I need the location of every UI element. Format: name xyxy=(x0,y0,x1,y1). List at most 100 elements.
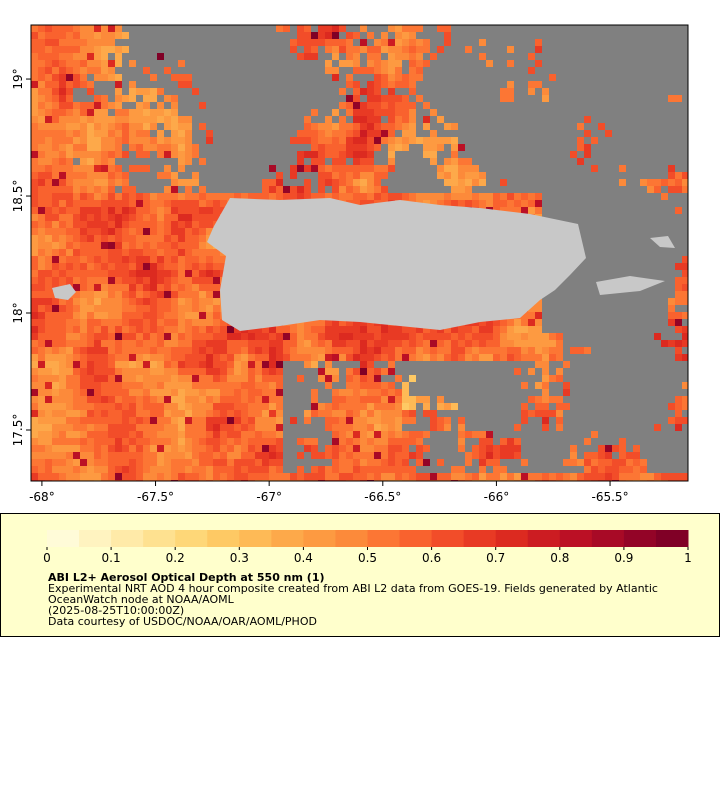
aod-cell xyxy=(87,361,94,368)
aod-cell xyxy=(45,242,52,249)
aod-cell xyxy=(297,25,304,32)
aod-cell xyxy=(59,354,66,361)
aod-cell xyxy=(129,123,136,130)
aod-cell xyxy=(388,361,395,368)
aod-cell xyxy=(129,284,136,291)
aod-cell xyxy=(332,186,339,193)
aod-cell xyxy=(409,144,416,151)
aod-cell xyxy=(472,116,479,123)
aod-cell xyxy=(276,102,283,109)
aod-cell xyxy=(682,298,688,305)
aod-cell xyxy=(465,172,472,179)
aod-cell xyxy=(122,179,129,186)
aod-cell xyxy=(640,235,647,242)
aod-cell xyxy=(185,242,192,249)
aod-cell xyxy=(255,151,262,158)
aod-cell xyxy=(479,200,486,207)
aod-cell xyxy=(444,130,451,137)
aod-cell xyxy=(38,130,45,137)
aod-cell xyxy=(353,193,360,200)
aod-cell xyxy=(185,305,192,312)
aod-cell xyxy=(591,263,598,270)
aod-cell xyxy=(185,319,192,326)
aod-cell xyxy=(87,130,94,137)
aod-cell xyxy=(31,263,38,270)
aod-cell xyxy=(38,158,45,165)
aod-cell xyxy=(283,74,290,81)
aod-cell xyxy=(598,39,605,46)
aod-cell xyxy=(332,67,339,74)
aod-cell xyxy=(241,179,248,186)
aod-cell xyxy=(262,137,269,144)
aod-cell xyxy=(416,158,423,165)
aod-cell xyxy=(297,32,304,39)
aod-cell xyxy=(318,116,325,123)
aod-cell xyxy=(374,340,381,347)
aod-cell xyxy=(514,109,521,116)
aod-cell xyxy=(374,179,381,186)
aod-cell xyxy=(570,165,577,172)
aod-cell xyxy=(269,326,276,333)
aod-cell xyxy=(612,214,619,221)
aod-cell xyxy=(381,368,388,375)
aod-cell xyxy=(143,214,150,221)
aod-cell xyxy=(500,123,507,130)
aod-cell xyxy=(570,151,577,158)
aod-cell xyxy=(73,347,80,354)
aod-cell xyxy=(276,361,283,368)
aod-cell xyxy=(304,382,311,389)
aod-cell xyxy=(52,60,59,67)
aod-cell xyxy=(416,46,423,53)
aod-cell xyxy=(682,284,688,291)
aod-cell xyxy=(66,382,73,389)
aod-cell xyxy=(227,389,234,396)
aod-cell xyxy=(178,368,185,375)
aod-cell xyxy=(647,130,654,137)
aod-cell xyxy=(332,165,339,172)
aod-cell xyxy=(556,326,563,333)
aod-cell xyxy=(87,347,94,354)
aod-cell xyxy=(472,193,479,200)
aod-cell xyxy=(52,95,59,102)
aod-cell xyxy=(192,109,199,116)
aod-cell xyxy=(437,179,444,186)
aod-cell xyxy=(675,389,682,396)
aod-cell xyxy=(563,200,570,207)
aod-cell xyxy=(80,116,87,123)
aod-cell xyxy=(486,165,493,172)
aod-cell xyxy=(521,130,528,137)
aod-cell xyxy=(178,228,185,235)
aod-cell xyxy=(171,137,178,144)
aod-cell xyxy=(227,74,234,81)
aod-cell xyxy=(563,165,570,172)
aod-cell xyxy=(346,102,353,109)
aod-cell xyxy=(52,186,59,193)
aod-cell xyxy=(150,95,157,102)
aod-cell xyxy=(178,74,185,81)
aod-cell xyxy=(45,172,52,179)
aod-cell xyxy=(444,172,451,179)
aod-cell xyxy=(31,193,38,200)
aod-cell xyxy=(31,207,38,214)
aod-cell xyxy=(591,256,598,263)
aod-cell xyxy=(451,109,458,116)
aod-cell xyxy=(304,53,311,60)
aod-cell xyxy=(283,137,290,144)
aod-cell xyxy=(381,137,388,144)
aod-cell xyxy=(192,242,199,249)
aod-cell xyxy=(311,130,318,137)
aod-cell xyxy=(59,53,66,60)
aod-cell xyxy=(206,270,213,277)
aod-cell xyxy=(535,326,542,333)
aod-cell xyxy=(73,382,80,389)
aod-cell xyxy=(311,151,318,158)
aod-cell xyxy=(486,375,493,382)
aod-cell xyxy=(521,95,528,102)
aod-cell xyxy=(633,193,640,200)
aod-cell xyxy=(605,340,612,347)
aod-cell xyxy=(675,284,682,291)
aod-cell xyxy=(360,67,367,74)
aod-cell xyxy=(458,179,465,186)
aod-cell xyxy=(150,235,157,242)
aod-cell xyxy=(52,298,59,305)
